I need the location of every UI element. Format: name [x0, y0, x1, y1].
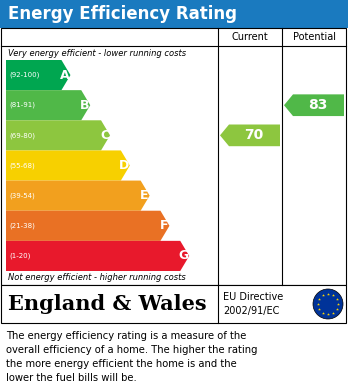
Text: (92-100): (92-100) — [9, 72, 39, 78]
Text: Not energy efficient - higher running costs: Not energy efficient - higher running co… — [8, 273, 186, 283]
Text: Potential: Potential — [293, 32, 335, 42]
Text: overall efficiency of a home. The higher the rating: overall efficiency of a home. The higher… — [6, 345, 258, 355]
Text: D: D — [119, 159, 129, 172]
Text: Energy Efficiency Rating: Energy Efficiency Rating — [8, 5, 237, 23]
Text: EU Directive
2002/91/EC: EU Directive 2002/91/EC — [223, 292, 283, 316]
Text: the more energy efficient the home is and the: the more energy efficient the home is an… — [6, 359, 237, 369]
Text: Current: Current — [232, 32, 268, 42]
Text: 70: 70 — [244, 128, 264, 142]
Polygon shape — [6, 90, 90, 120]
Bar — [1, 28, 346, 285]
Polygon shape — [6, 151, 130, 181]
Polygon shape — [6, 241, 189, 271]
Polygon shape — [6, 211, 169, 241]
Polygon shape — [6, 120, 110, 151]
Text: (69-80): (69-80) — [9, 132, 35, 138]
Bar — [0, 0, 348, 28]
Text: F: F — [160, 219, 168, 232]
Text: B: B — [80, 99, 89, 112]
Text: 83: 83 — [308, 98, 328, 112]
Text: Very energy efficient - lower running costs: Very energy efficient - lower running co… — [8, 48, 186, 57]
Polygon shape — [284, 94, 344, 116]
Text: (1-20): (1-20) — [9, 253, 30, 259]
Text: England & Wales: England & Wales — [8, 294, 207, 314]
Text: E: E — [140, 189, 149, 202]
Circle shape — [313, 289, 343, 319]
Text: The energy efficiency rating is a measure of the: The energy efficiency rating is a measur… — [6, 331, 246, 341]
Text: lower the fuel bills will be.: lower the fuel bills will be. — [6, 373, 137, 383]
Polygon shape — [220, 124, 280, 146]
Text: (21-38): (21-38) — [9, 222, 35, 229]
Text: C: C — [100, 129, 109, 142]
Text: (81-91): (81-91) — [9, 102, 35, 108]
Polygon shape — [6, 181, 150, 211]
Text: A: A — [60, 68, 70, 82]
Bar — [1, 285, 346, 323]
Text: G: G — [178, 249, 188, 262]
Text: (39-54): (39-54) — [9, 192, 35, 199]
Polygon shape — [6, 60, 70, 90]
Text: (55-68): (55-68) — [9, 162, 35, 169]
